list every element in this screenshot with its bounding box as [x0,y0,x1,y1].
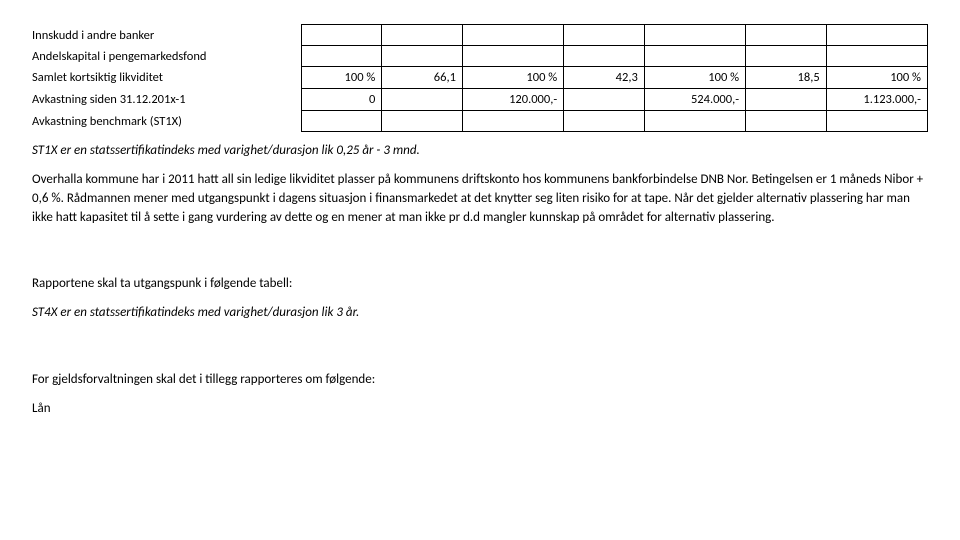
cell [301,46,382,67]
row-label: Andelskapital i pengemarkedsfond [32,46,301,67]
cell: 66,1 [382,67,463,89]
row-label: Avkastning benchmark (ST1X) [32,111,301,132]
note-st1x: ST1X er en statssertifikatindeks med var… [32,142,928,161]
table-row: Avkastning benchmark (ST1X) [32,111,928,132]
cell [826,111,927,132]
row-label: Avkastning siden 31.12.201x-1 [32,89,301,111]
cell: 100 % [301,67,382,89]
paragraph-debt: For gjeldsforvaltningen skal det i tille… [32,371,928,390]
cell [564,89,645,111]
paragraph-main: Overhalla kommune har i 2011 hatt all si… [32,171,928,228]
cell [746,111,827,132]
cell [564,111,645,132]
cell [462,46,563,67]
cell [644,25,745,46]
cell: 100 % [644,67,745,89]
cell [462,25,563,46]
cell [462,111,563,132]
paragraph-loan: Lån [32,400,928,419]
cell [564,25,645,46]
cell: 0 [301,89,382,111]
cell [382,46,463,67]
cell: 1.123.000,- [826,89,927,111]
row-label: Innskudd i andre banker [32,25,301,46]
cell [746,25,827,46]
cell [644,111,745,132]
cell: 18,5 [746,67,827,89]
table-row: Samlet kortsiktig likviditet 100 % 66,1 … [32,67,928,89]
table-row: Avkastning siden 31.12.201x-1 0 120.000,… [32,89,928,111]
cell: 100 % [826,67,927,89]
cell [746,89,827,111]
cell [382,89,463,111]
row-label: Samlet kortsiktig likviditet [32,67,301,89]
cell: 42,3 [564,67,645,89]
cell [301,111,382,132]
liquidity-table: Innskudd i andre banker Andelskapital i … [32,24,928,132]
cell [746,46,827,67]
cell: 100 % [462,67,563,89]
cell [382,111,463,132]
cell [826,46,927,67]
cell [644,46,745,67]
cell [301,25,382,46]
table-row: Andelskapital i pengemarkedsfond [32,46,928,67]
cell: 524.000,- [644,89,745,111]
cell [826,25,927,46]
cell: 120.000,- [462,89,563,111]
note-st4x: ST4X er en statssertifikatindeks med var… [32,304,928,323]
table-row: Innskudd i andre banker [32,25,928,46]
cell [382,25,463,46]
paragraph-reports: Rapportene skal ta utgangspunk i følgend… [32,275,928,294]
cell [564,46,645,67]
